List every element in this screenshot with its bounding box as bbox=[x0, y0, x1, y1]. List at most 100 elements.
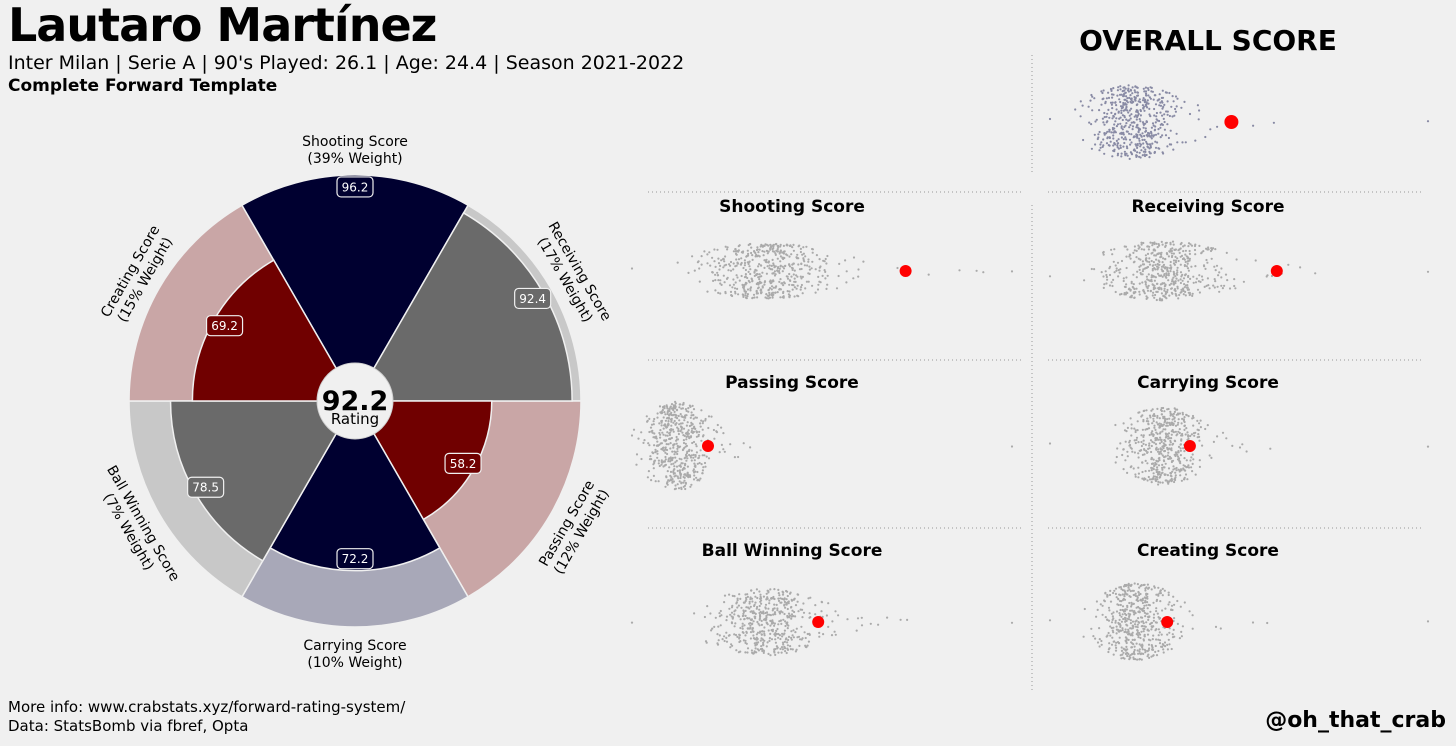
swarm-dot bbox=[1147, 618, 1150, 622]
swarm-dot bbox=[1130, 465, 1133, 468]
swarm-dot bbox=[1206, 277, 1209, 280]
swarm-dot bbox=[1010, 621, 1014, 624]
swarm-dot bbox=[805, 280, 809, 283]
swarm-dot bbox=[1161, 134, 1164, 137]
swarm-dot bbox=[662, 446, 665, 449]
swarm-dot bbox=[781, 635, 784, 638]
swarm-dot bbox=[718, 615, 722, 618]
swarm-dot bbox=[1117, 603, 1120, 607]
swarm-dot bbox=[677, 429, 680, 432]
swarm-dot bbox=[674, 484, 677, 487]
swarm-dot bbox=[1168, 91, 1171, 95]
swarm-dot bbox=[1157, 448, 1160, 451]
swarm-dot bbox=[684, 442, 687, 445]
swarm-dot bbox=[678, 480, 681, 483]
swarm-dot bbox=[778, 610, 781, 614]
swarm-dot bbox=[1124, 91, 1127, 94]
swarm-dot bbox=[1252, 124, 1255, 127]
swarm-dot bbox=[793, 277, 796, 280]
swarm-dot bbox=[650, 423, 654, 426]
swarm-dot bbox=[1155, 298, 1158, 302]
swarm-dot bbox=[767, 629, 770, 632]
swarm-dot bbox=[1155, 599, 1158, 603]
swarm-dot bbox=[1108, 136, 1111, 139]
swarm-dot bbox=[1151, 122, 1155, 125]
swarm-dot bbox=[1166, 421, 1169, 424]
swarm-dot bbox=[729, 264, 732, 267]
swarm-dot bbox=[736, 276, 739, 279]
swarm-panel-creating-score bbox=[1048, 582, 1430, 661]
swarm-dot bbox=[1198, 244, 1201, 247]
swarm-dot bbox=[1153, 254, 1156, 257]
swarm-dot bbox=[1135, 249, 1138, 252]
swarm-dot bbox=[757, 641, 760, 644]
swarm-dot bbox=[1210, 247, 1213, 250]
swarm-dot bbox=[1158, 119, 1161, 123]
swarm-dot bbox=[760, 599, 763, 602]
swarm-dot bbox=[672, 472, 675, 475]
swarm-dot bbox=[1148, 245, 1151, 248]
swarm-dot bbox=[1152, 458, 1155, 461]
swarm-dot bbox=[1136, 151, 1139, 154]
swarm-dot bbox=[1121, 118, 1124, 122]
swarm-dot bbox=[862, 260, 865, 263]
swarm-dot bbox=[674, 451, 677, 454]
swarm-dot bbox=[852, 277, 855, 280]
swarm-dot bbox=[1177, 279, 1180, 282]
swarm-dot bbox=[1164, 244, 1167, 247]
swarm-dot bbox=[665, 475, 668, 478]
swarm-dot bbox=[773, 588, 776, 591]
swarm-dot bbox=[1161, 151, 1164, 154]
swarm-dot bbox=[1128, 595, 1131, 598]
swarm-dot bbox=[757, 251, 760, 254]
swarm-dot bbox=[688, 448, 691, 451]
swarm-dot bbox=[676, 261, 679, 264]
swarm-dot bbox=[1158, 617, 1162, 620]
swarm-dot bbox=[774, 253, 777, 256]
swarm-dot bbox=[793, 295, 796, 298]
swarm-dot bbox=[1164, 455, 1167, 458]
swarm-dot bbox=[1132, 121, 1135, 124]
swarm-dot bbox=[744, 296, 748, 299]
swarm-dot bbox=[757, 283, 760, 286]
swarm-dot bbox=[809, 596, 812, 599]
swarm-dot bbox=[1160, 452, 1163, 455]
swarm-dot bbox=[744, 593, 747, 596]
swarm-dot bbox=[682, 401, 685, 405]
swarm-dot bbox=[1140, 241, 1143, 244]
swarm-dot bbox=[792, 284, 795, 287]
swarm-dot bbox=[805, 245, 808, 248]
swarm-dot bbox=[779, 249, 782, 253]
swarm-dot bbox=[724, 292, 727, 295]
swarm-dot bbox=[683, 479, 686, 482]
swarm-dot bbox=[1183, 424, 1186, 428]
swarm-dot bbox=[678, 445, 682, 448]
swarm-dot bbox=[698, 267, 701, 270]
swarm-dot bbox=[1187, 466, 1191, 469]
swarm-dot bbox=[726, 248, 729, 251]
swarm-dot bbox=[760, 619, 763, 623]
swarm-dot bbox=[1048, 442, 1052, 445]
swarm-dot bbox=[758, 273, 761, 276]
swarm-dot bbox=[1161, 609, 1164, 612]
swarm-dot bbox=[1184, 274, 1187, 277]
swarm-dot bbox=[669, 460, 672, 463]
swarm-dot bbox=[785, 603, 788, 606]
swarm-dot bbox=[719, 609, 722, 613]
swarm-dot bbox=[1176, 285, 1179, 288]
swarm-dot bbox=[1113, 142, 1116, 145]
swarm-dot bbox=[791, 288, 794, 291]
swarm-dot bbox=[665, 404, 668, 407]
swarm-dot bbox=[1136, 136, 1139, 139]
swarm-dot bbox=[1104, 100, 1107, 103]
swarm-dot bbox=[804, 255, 807, 258]
swarm-dot bbox=[790, 617, 793, 620]
swarm-dot bbox=[1141, 648, 1144, 651]
swarm-dot bbox=[810, 267, 813, 270]
swarm-dot bbox=[782, 296, 785, 299]
swarm-dot bbox=[784, 650, 787, 653]
swarm-dot bbox=[1108, 609, 1111, 612]
swarm-dot bbox=[1162, 415, 1165, 418]
swarm-dot bbox=[673, 413, 676, 416]
swarm-dot bbox=[683, 419, 686, 422]
